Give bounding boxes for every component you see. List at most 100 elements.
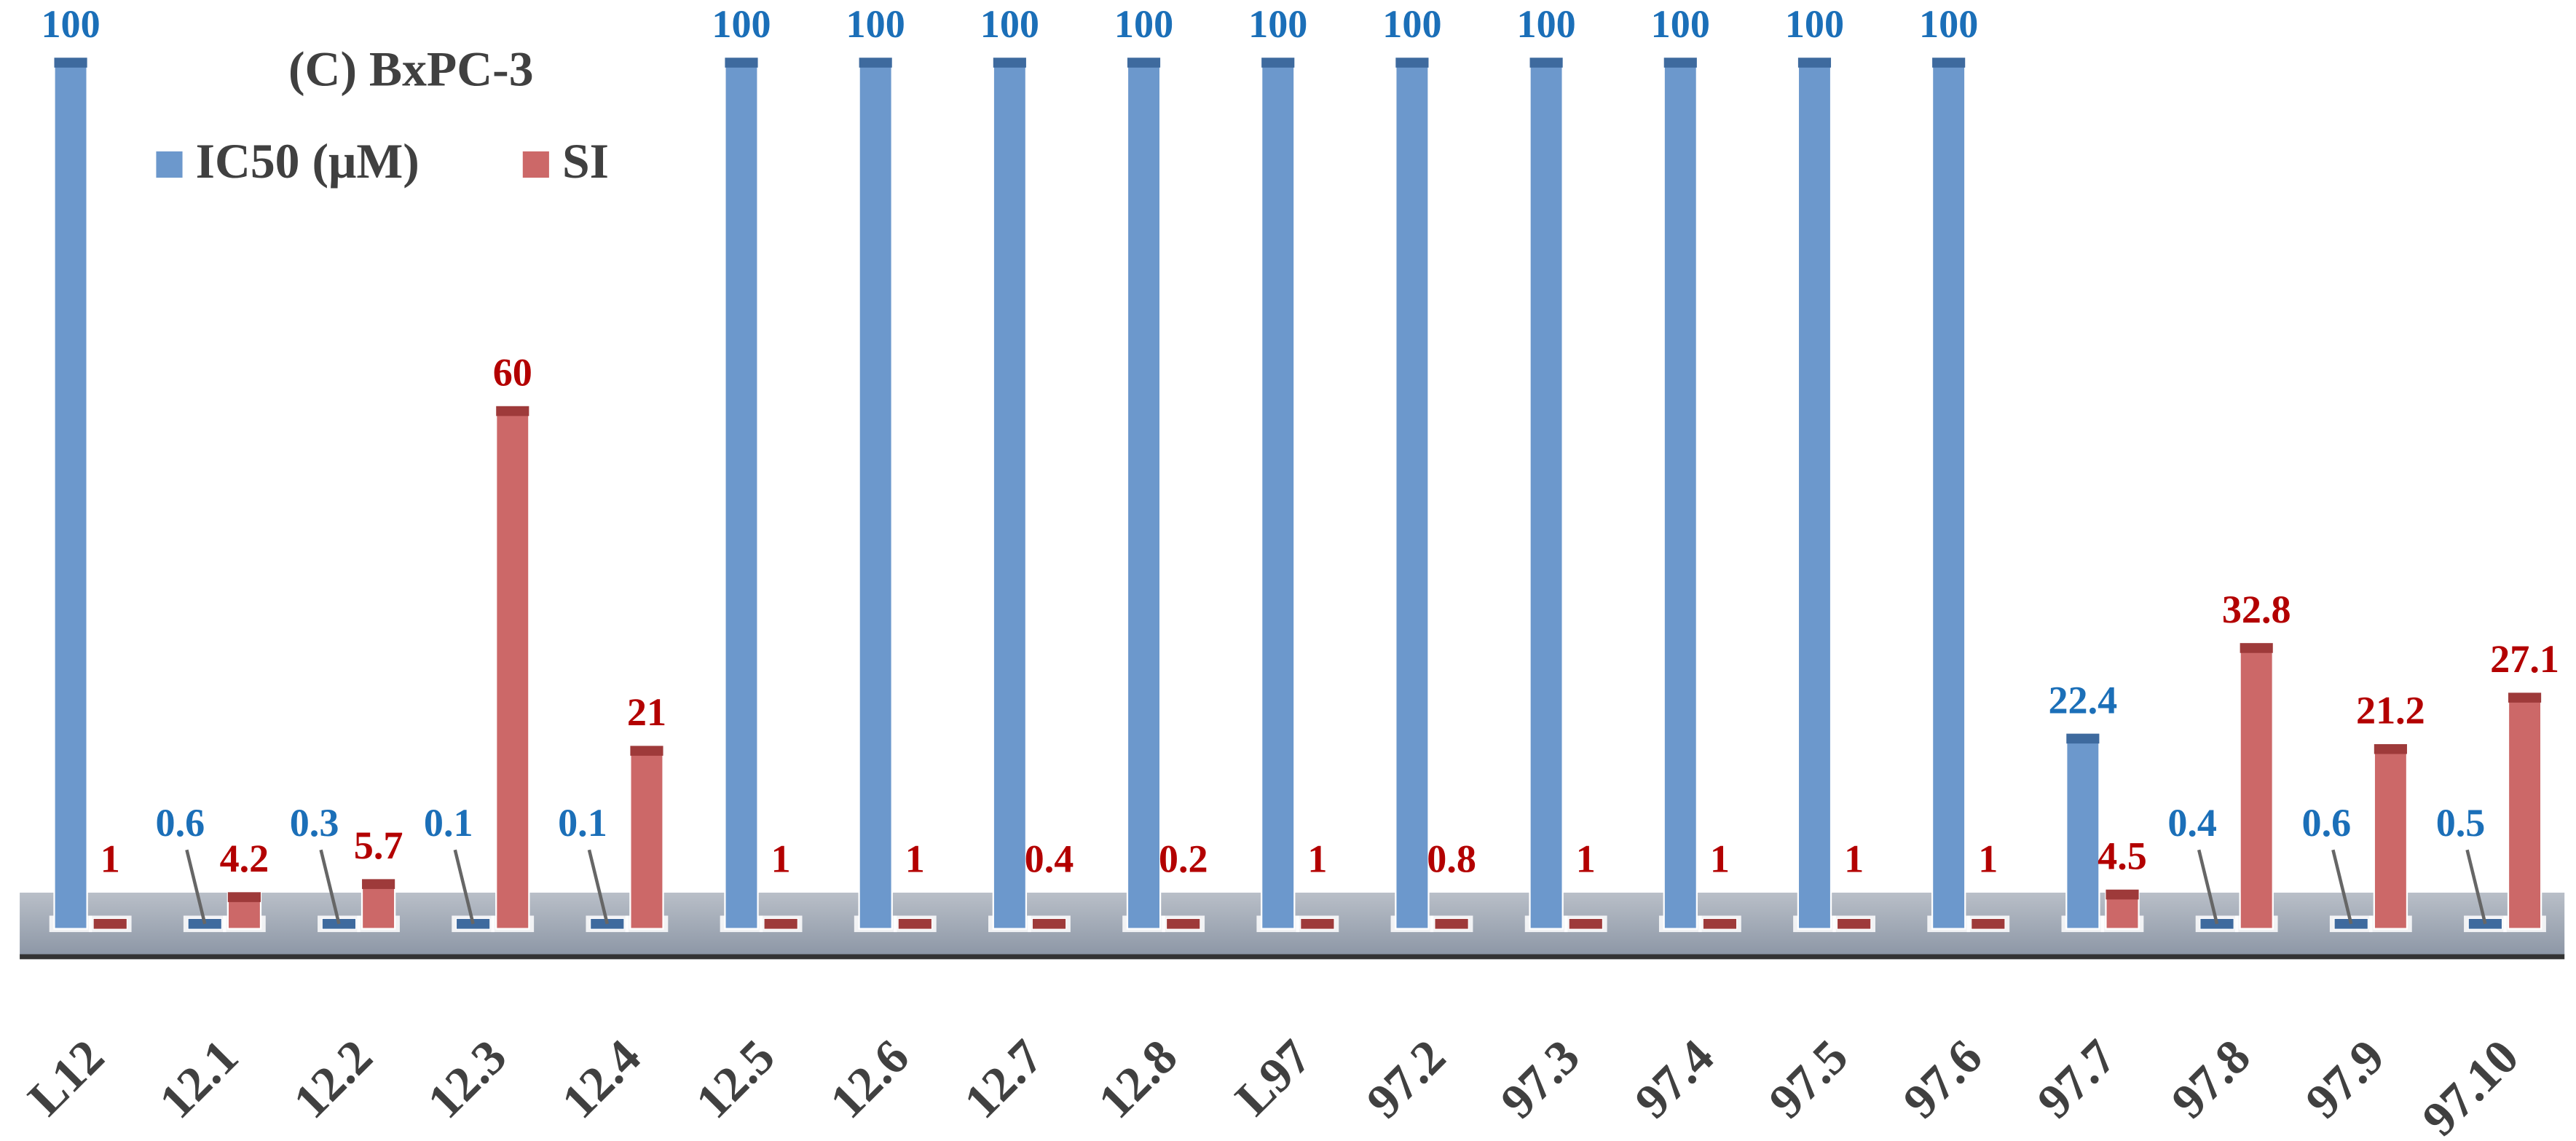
value-label: 0.1 — [424, 801, 473, 845]
value-label: 0.5 — [2436, 801, 2486, 845]
bar-cap — [2106, 889, 2139, 900]
x-tick-label: 12.1 — [149, 1029, 248, 1129]
legend-label: SI — [562, 134, 609, 189]
bar-cap — [2240, 643, 2273, 653]
leader-line — [319, 849, 341, 925]
x-tick-label: 97.9 — [2295, 1029, 2395, 1129]
x-tick-label: 12.3 — [417, 1029, 517, 1129]
bar — [1797, 57, 1832, 930]
value-label: 60 — [493, 351, 532, 395]
bar-cap — [1972, 919, 2005, 929]
x-tick-label: 97.2 — [1356, 1029, 1456, 1129]
leader-line — [2465, 849, 2487, 925]
bar-cap — [1127, 58, 1161, 68]
value-label: 1 — [1307, 837, 1327, 881]
value-label: 4.2 — [220, 837, 269, 880]
bar-cap — [1932, 58, 1966, 68]
bar — [1261, 57, 1296, 930]
leader-line — [2197, 849, 2219, 925]
value-label: 100 — [1382, 2, 1441, 46]
bar — [992, 57, 1028, 930]
legend-swatch — [156, 151, 183, 178]
bar-cap — [859, 58, 892, 68]
bar-cap — [1261, 58, 1295, 68]
bar-cap — [1167, 919, 1200, 929]
x-tick-label: 12.7 — [954, 1029, 1054, 1129]
x-tick-label: 12.8 — [1088, 1029, 1188, 1129]
value-label: 100 — [1114, 2, 1173, 46]
value-label: 100 — [712, 2, 771, 46]
leader-line — [185, 849, 207, 925]
value-label: 0.4 — [2167, 801, 2217, 845]
leader-line — [2331, 849, 2353, 925]
value-label: 1 — [101, 837, 120, 881]
bar — [2373, 743, 2408, 930]
value-label: 100 — [1919, 2, 1978, 46]
bar — [629, 745, 664, 930]
value-label: 1 — [1978, 837, 1998, 881]
value-label: 0.1 — [558, 801, 607, 845]
x-tick-label: 12.4 — [551, 1029, 651, 1129]
value-label: 22.4 — [2048, 678, 2117, 722]
value-label: 21.2 — [2356, 689, 2425, 733]
bar-cap — [2374, 743, 2407, 754]
bar-cap — [1529, 58, 1563, 68]
bar-cap — [898, 919, 931, 929]
bar-cap — [362, 879, 395, 889]
bar — [1126, 57, 1162, 930]
bar-cap — [1032, 919, 1066, 929]
value-label: 1 — [1844, 837, 1864, 881]
x-tick-label: 97.3 — [1490, 1029, 1590, 1129]
value-label: 4.5 — [2098, 834, 2147, 878]
bar-cap — [1435, 919, 1468, 929]
value-label: 5.7 — [354, 824, 403, 867]
x-tick-label: 12.2 — [283, 1029, 383, 1129]
bar-cap — [496, 406, 529, 416]
value-label: 1 — [1576, 837, 1596, 881]
bar-cap — [2066, 733, 2100, 744]
bar-cap — [630, 746, 663, 756]
x-tick-label: 97.10 — [2412, 1029, 2529, 1141]
value-label: 0.6 — [156, 801, 205, 845]
bar-cap — [1569, 919, 1602, 929]
bar — [724, 57, 759, 930]
bar-cap — [764, 919, 797, 929]
bar-cap — [54, 58, 87, 68]
x-tick-label: L97 — [1225, 1029, 1322, 1126]
value-label: 0.3 — [290, 801, 339, 845]
bar — [495, 405, 530, 930]
bar — [2507, 692, 2542, 930]
value-label: 100 — [1516, 2, 1575, 46]
x-tick-label: 97.4 — [1624, 1029, 1724, 1129]
bar-cap — [1301, 919, 1334, 929]
bar — [858, 57, 893, 930]
legend: IC50 (μM) SI — [156, 134, 609, 189]
value-label: 21 — [627, 690, 666, 734]
bar-cap — [188, 919, 221, 929]
x-tick-label: 97.7 — [2027, 1029, 2127, 1129]
bar-cap — [93, 919, 127, 929]
value-label: 100 — [1651, 2, 1710, 46]
x-tick-label: 12.5 — [685, 1029, 785, 1129]
bar — [1395, 57, 1430, 930]
bar — [1931, 57, 1966, 930]
value-label: 100 — [41, 2, 100, 46]
legend-swatch — [522, 151, 549, 178]
bar — [2065, 733, 2100, 930]
bar — [53, 57, 88, 930]
value-label: 1 — [771, 837, 791, 881]
x-tick-label: 97.8 — [2161, 1029, 2261, 1129]
value-label: 0.6 — [2302, 801, 2352, 845]
bar-cap — [2508, 692, 2542, 703]
value-label: 0.4 — [1025, 837, 1074, 881]
value-label: 100 — [846, 2, 905, 46]
value-label: 100 — [1785, 2, 1844, 46]
bar — [1529, 57, 1564, 930]
bar-cap — [1395, 58, 1429, 68]
value-label: 0.2 — [1159, 837, 1208, 881]
value-label: 100 — [980, 2, 1039, 46]
legend-label: IC50 (μM) — [196, 134, 420, 189]
bar-cap — [1838, 919, 1871, 929]
chart-title: (C) BxPC-3 — [288, 42, 534, 96]
